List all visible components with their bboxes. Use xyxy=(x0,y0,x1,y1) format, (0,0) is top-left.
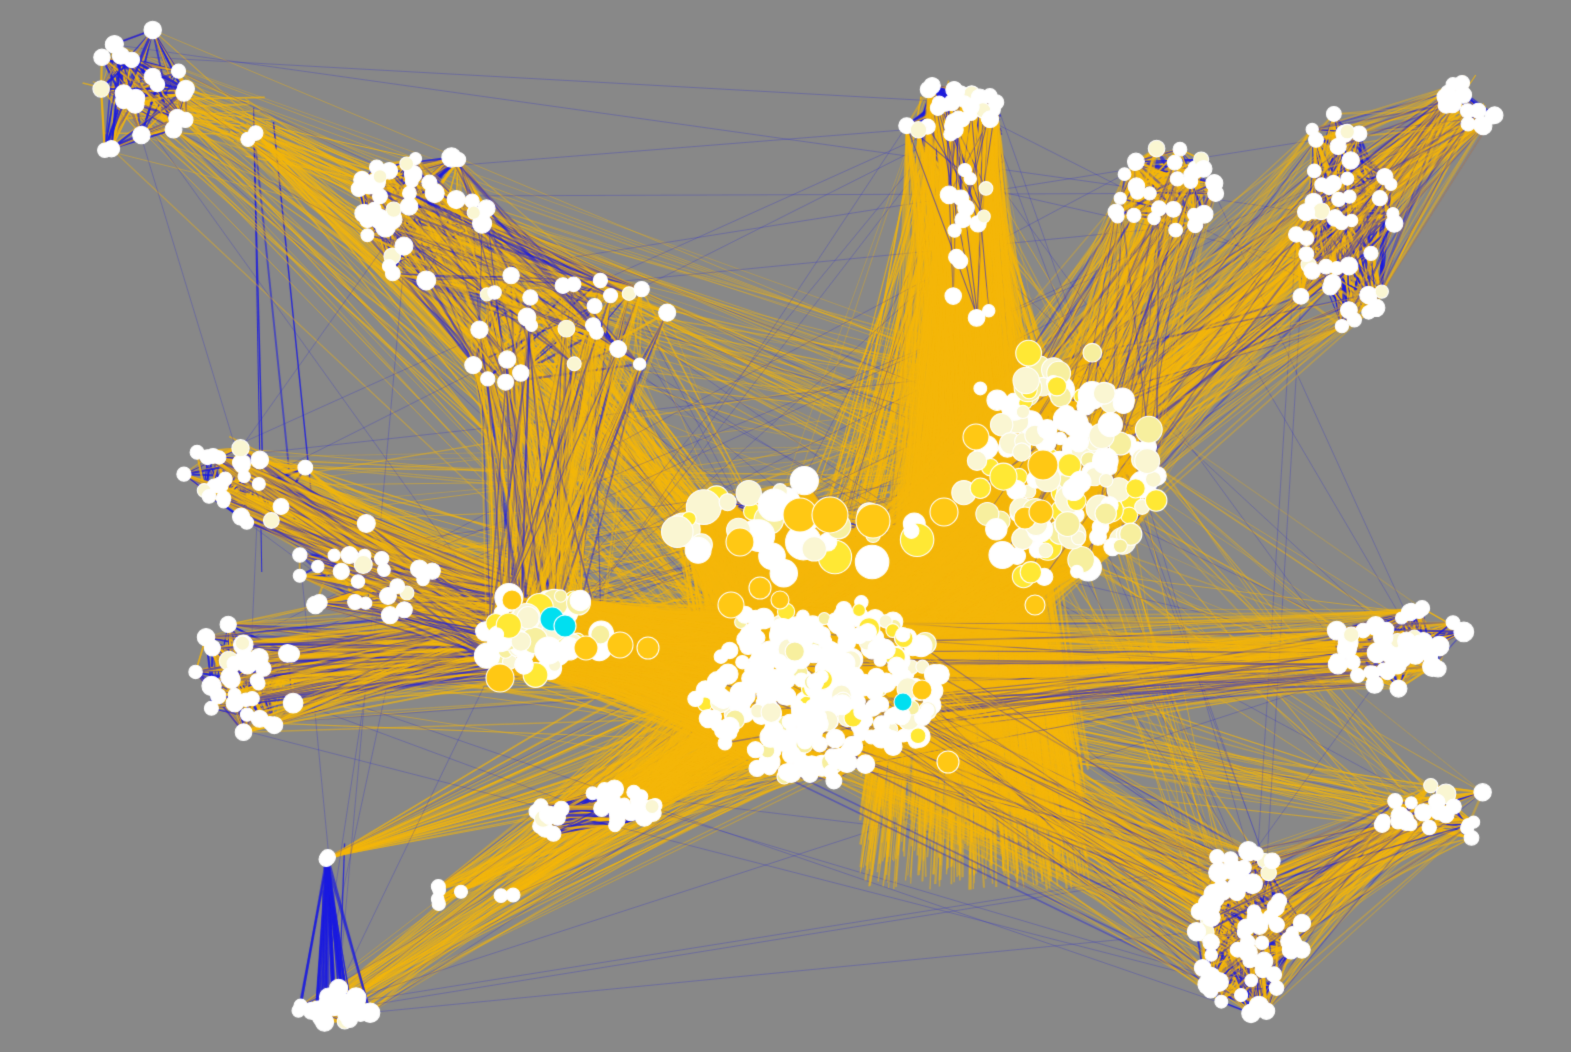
network-graph-visualization[interactable]: Force-directed network graph xyxy=(0,0,1571,1052)
graph-canvas[interactable] xyxy=(0,0,1571,1052)
